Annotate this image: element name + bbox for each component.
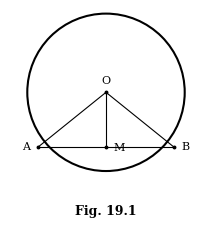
Text: Fig. 19.1: Fig. 19.1 bbox=[75, 204, 137, 217]
Text: A: A bbox=[22, 141, 30, 151]
Text: O: O bbox=[101, 76, 111, 86]
Text: M: M bbox=[113, 142, 124, 152]
Text: B: B bbox=[182, 141, 190, 151]
